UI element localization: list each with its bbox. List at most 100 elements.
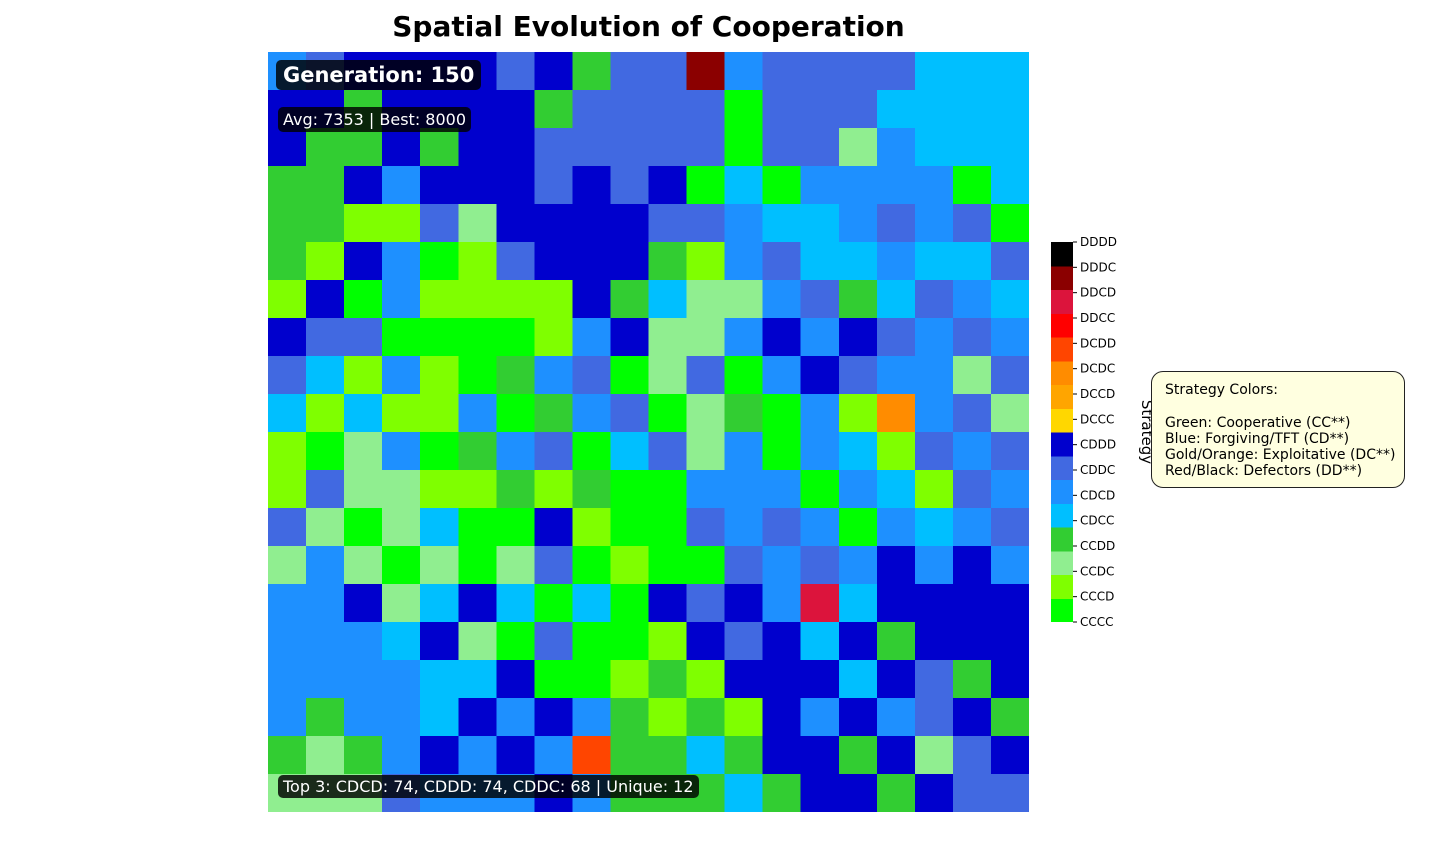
grid-cell-CCCC [762,394,802,433]
grid-cell-CCDC [914,736,954,775]
grid-cell-CCCC [496,622,536,661]
grid-cell-CDCD [382,242,421,281]
grid-cell-CDDC [914,432,954,471]
grid-cell-CDDC [572,356,612,395]
grid-cell-CDDD [762,698,802,737]
grid-cell-CDCD [876,698,916,737]
grid-cell-CDCD [344,622,383,661]
grid-cell-CDDD [534,242,574,281]
grid-cell-CCCC [952,166,992,205]
grid-cell-CDDC [990,356,1029,395]
colorbar-tick-label: CDCC [1080,514,1114,528]
grid-cell-CCCC [572,660,612,699]
grid-cell-CDDC [496,242,536,281]
grid-cell-CCCD [648,622,688,661]
colorbar-swatch-DCCD [1051,384,1073,409]
colorbar-tick-label: CDDC [1080,463,1115,477]
grid-cell-CDDC [952,204,992,243]
grid-cell-CDCD [382,736,421,775]
grid-cell-CCCD [268,432,307,471]
grid-cell-CDDD [952,546,992,585]
grid-cell-CDDD [762,622,802,661]
grid-cell-CCDC [344,470,383,509]
grid-cell-CDCC [914,128,954,167]
grid-cell-CCDD [496,356,536,395]
grid-cell-CDCC [420,698,460,737]
grid-cell-CDCC [800,242,840,281]
grid-cell-CCDD [268,242,307,281]
legend-line-exploitative: Gold/Orange: Exploitative (DC**) [1165,447,1396,463]
grid-cell-CCDD [344,128,383,167]
grid-cell-CDCD [724,470,764,509]
grid-cell-CCCD [458,470,498,509]
grid-cell-CDCC [838,432,878,471]
colorbar-tick-label: DDCC [1080,311,1115,325]
grid-cell-CDDD [610,242,650,281]
colorbar-tick-label: DDDD [1080,235,1117,249]
colorbar-tick-label: DCCC [1080,412,1114,426]
grid-cell-CCCD [458,280,498,319]
grid-cell-CDDC [800,128,840,167]
grid-cell-CCCD [610,546,650,585]
grid-cell-CDDD [610,318,650,357]
colorbar-swatch-CDDC [1051,455,1073,480]
grid-cell-CDCD [876,242,916,281]
grid-cell-CCDD [534,90,574,129]
grid-cell-CDDC [800,280,840,319]
grid-cell-CDDD [534,698,574,737]
grid-cell-CDDC [914,280,954,319]
grid-cell-CDCD [914,394,954,433]
grid-cell-CDDD [572,204,612,243]
grid-cell-CDDC [686,204,726,243]
grid-cell-CCDD [306,698,345,737]
grid-cell-CDDD [724,584,764,623]
grid-cell-CDCD [876,128,916,167]
grid-cell-CCDD [990,698,1029,737]
grid-cell-CDCD [724,318,764,357]
colorbar-tick-label: DCCD [1080,387,1115,401]
colorbar-swatch-DDDC [1051,265,1073,290]
legend-title: Strategy Colors: [1165,382,1278,398]
grid-cell-CDDC [648,128,688,167]
chart-title: Spatial Evolution of Cooperation [392,10,905,43]
grid-cell-CCDC [496,546,536,585]
grid-cell-CDDD [990,660,1029,699]
grid-cell-CDCC [420,508,460,547]
grid-cell-CDDD [876,736,916,775]
grid-cell-CDCD [534,736,574,775]
grid-cell-CDCC [990,166,1029,205]
grid-cell-CCDD [610,280,650,319]
grid-cell-CDDC [534,432,574,471]
grid-cell-CDDC [914,698,954,737]
grid-cell-CCDD [572,52,612,91]
colorbar-ticks: CCCC CCCD CCDC CCDD CDCC CDCD CDDC CDDD DCCC DCCD… [1073,235,1117,629]
colorbar-swatch-CCDD [1051,527,1073,552]
colorbar-tick-label: DCDD [1080,336,1116,350]
legend-line-forgiving: Blue: Forgiving/TFT (CD**) [1165,431,1350,447]
grid-cell-CCCD [686,242,726,281]
grid-cell-CDCC [914,90,954,129]
grid-cell-CCCC [382,546,421,585]
grid-cell-CDDD [268,318,307,357]
grid-cell-CCDC [724,280,764,319]
grid-cell-CCDD [610,698,650,737]
grid-cell-CDDC [648,432,688,471]
grid-cell-CCDC [382,508,421,547]
grid-cell-CDDD [990,584,1029,623]
grid-cell-CDCC [952,90,992,129]
grid-cell-CCDD [724,394,764,433]
grid-cell-CDCC [496,584,536,623]
grid-cell-CDCC [876,90,916,129]
grid-cell-CCCD [344,204,383,243]
grid-cell-CCCD [534,318,574,357]
grid-cell-CDCC [914,508,954,547]
grid-cell-CDDC [686,584,726,623]
grid-cell-CDCC [990,90,1029,129]
grid-cell-CDCD [572,394,612,433]
grid-cell-CDCD [800,698,840,737]
grid-cell-CCDC [458,622,498,661]
grid-cell-CDDD [648,166,688,205]
grid-cell-CCDC [686,394,726,433]
grid-cell-CCCD [306,394,345,433]
grid-cell-CDDC [914,660,954,699]
